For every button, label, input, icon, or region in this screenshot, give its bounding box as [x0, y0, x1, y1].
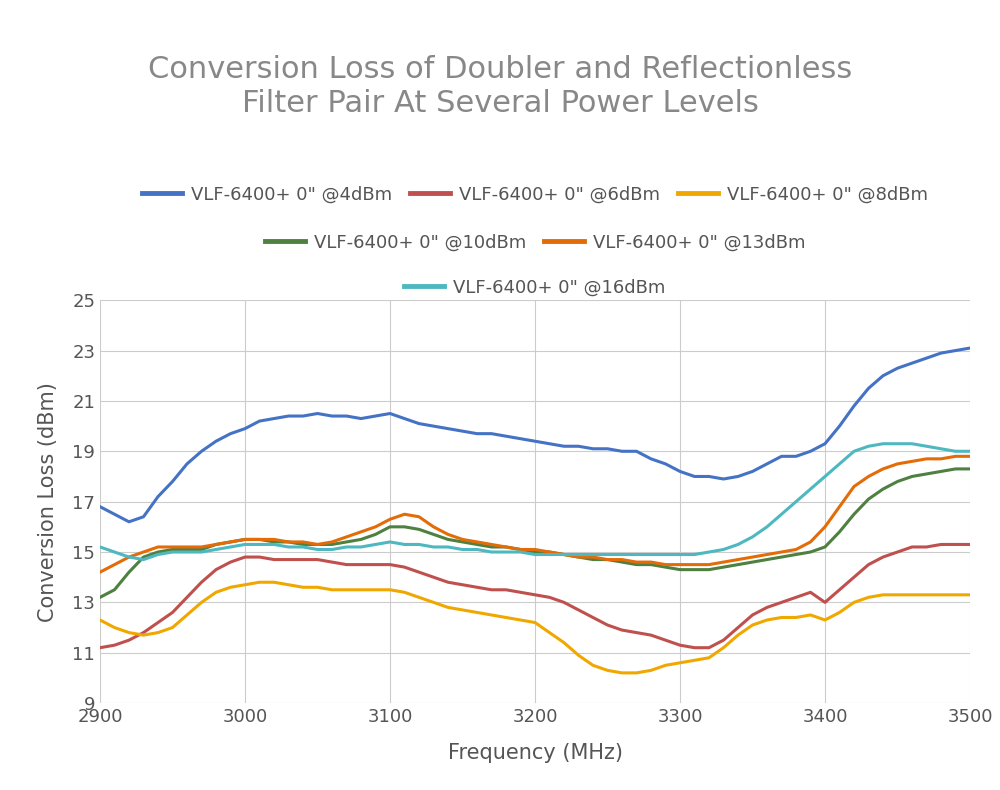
VLF-6400+ 0" @6dBm	[268, 555, 280, 564]
VLF-6400+ 0" @4dBm	[631, 446, 643, 456]
VLF-6400+ 0" @16dBm	[631, 550, 643, 559]
Line: VLF-6400+ 0" @6dBm: VLF-6400+ 0" @6dBm	[100, 544, 970, 648]
VLF-6400+ 0" @10dBm	[950, 465, 962, 474]
VLF-6400+ 0" @16dBm	[572, 550, 584, 559]
VLF-6400+ 0" @6dBm	[398, 562, 411, 572]
VLF-6400+ 0" @10dBm	[297, 540, 309, 549]
VLF-6400+ 0" @4dBm	[123, 517, 135, 527]
Line: VLF-6400+ 0" @10dBm: VLF-6400+ 0" @10dBm	[100, 469, 970, 597]
VLF-6400+ 0" @10dBm	[94, 592, 106, 602]
VLF-6400+ 0" @16dBm	[94, 542, 106, 551]
VLF-6400+ 0" @13dBm	[94, 567, 106, 577]
VLF-6400+ 0" @6dBm	[297, 555, 309, 564]
VLF-6400+ 0" @8dBm	[645, 666, 657, 675]
VLF-6400+ 0" @13dBm	[964, 452, 976, 461]
VLF-6400+ 0" @10dBm	[268, 537, 280, 547]
VLF-6400+ 0" @6dBm	[848, 573, 860, 582]
VLF-6400+ 0" @16dBm	[413, 540, 425, 549]
VLF-6400+ 0" @4dBm	[282, 412, 294, 421]
VLF-6400+ 0" @8dBm	[312, 582, 324, 592]
Line: VLF-6400+ 0" @13dBm: VLF-6400+ 0" @13dBm	[100, 457, 970, 572]
VLF-6400+ 0" @16dBm	[964, 446, 976, 456]
VLF-6400+ 0" @13dBm	[268, 535, 280, 544]
Text: Conversion Loss of Doubler and Reflectionless
Filter Pair At Several Power Level: Conversion Loss of Doubler and Reflectio…	[148, 55, 852, 118]
VLF-6400+ 0" @10dBm	[964, 465, 976, 474]
VLF-6400+ 0" @4dBm	[413, 419, 425, 428]
VLF-6400+ 0" @8dBm	[877, 590, 889, 600]
VLF-6400+ 0" @13dBm	[398, 510, 411, 519]
Line: VLF-6400+ 0" @16dBm: VLF-6400+ 0" @16dBm	[100, 444, 970, 559]
VLF-6400+ 0" @8dBm	[572, 650, 584, 660]
VLF-6400+ 0" @16dBm	[282, 542, 294, 551]
Line: VLF-6400+ 0" @4dBm: VLF-6400+ 0" @4dBm	[100, 348, 970, 522]
VLF-6400+ 0" @4dBm	[862, 384, 874, 393]
VLF-6400+ 0" @8dBm	[254, 577, 266, 587]
VLF-6400+ 0" @4dBm	[964, 344, 976, 353]
VLF-6400+ 0" @6dBm	[558, 597, 570, 607]
VLF-6400+ 0" @6dBm	[616, 626, 628, 635]
Y-axis label: Conversion Loss (dBm): Conversion Loss (dBm)	[38, 382, 58, 622]
VLF-6400+ 0" @16dBm	[312, 545, 324, 555]
VLF-6400+ 0" @6dBm	[94, 643, 106, 653]
VLF-6400+ 0" @10dBm	[558, 550, 570, 559]
VLF-6400+ 0" @16dBm	[862, 442, 874, 451]
X-axis label: Frequency (MHz): Frequency (MHz)	[448, 743, 622, 762]
VLF-6400+ 0" @8dBm	[282, 580, 294, 589]
Line: VLF-6400+ 0" @8dBm: VLF-6400+ 0" @8dBm	[100, 582, 970, 673]
VLF-6400+ 0" @8dBm	[413, 592, 425, 602]
VLF-6400+ 0" @6dBm	[964, 540, 976, 549]
VLF-6400+ 0" @10dBm	[848, 510, 860, 519]
VLF-6400+ 0" @13dBm	[297, 537, 309, 547]
VLF-6400+ 0" @13dBm	[558, 550, 570, 559]
VLF-6400+ 0" @6dBm	[935, 540, 947, 549]
VLF-6400+ 0" @13dBm	[616, 555, 628, 564]
VLF-6400+ 0" @10dBm	[616, 558, 628, 567]
VLF-6400+ 0" @13dBm	[848, 482, 860, 491]
VLF-6400+ 0" @4dBm	[572, 442, 584, 451]
Legend: VLF-6400+ 0" @16dBm: VLF-6400+ 0" @16dBm	[399, 273, 671, 302]
VLF-6400+ 0" @4dBm	[312, 408, 324, 418]
VLF-6400+ 0" @13dBm	[950, 452, 962, 461]
VLF-6400+ 0" @10dBm	[398, 522, 411, 532]
VLF-6400+ 0" @8dBm	[616, 668, 628, 678]
VLF-6400+ 0" @16dBm	[877, 439, 889, 449]
VLF-6400+ 0" @8dBm	[964, 590, 976, 600]
VLF-6400+ 0" @4dBm	[94, 502, 106, 511]
VLF-6400+ 0" @8dBm	[94, 615, 106, 625]
VLF-6400+ 0" @16dBm	[138, 555, 150, 564]
